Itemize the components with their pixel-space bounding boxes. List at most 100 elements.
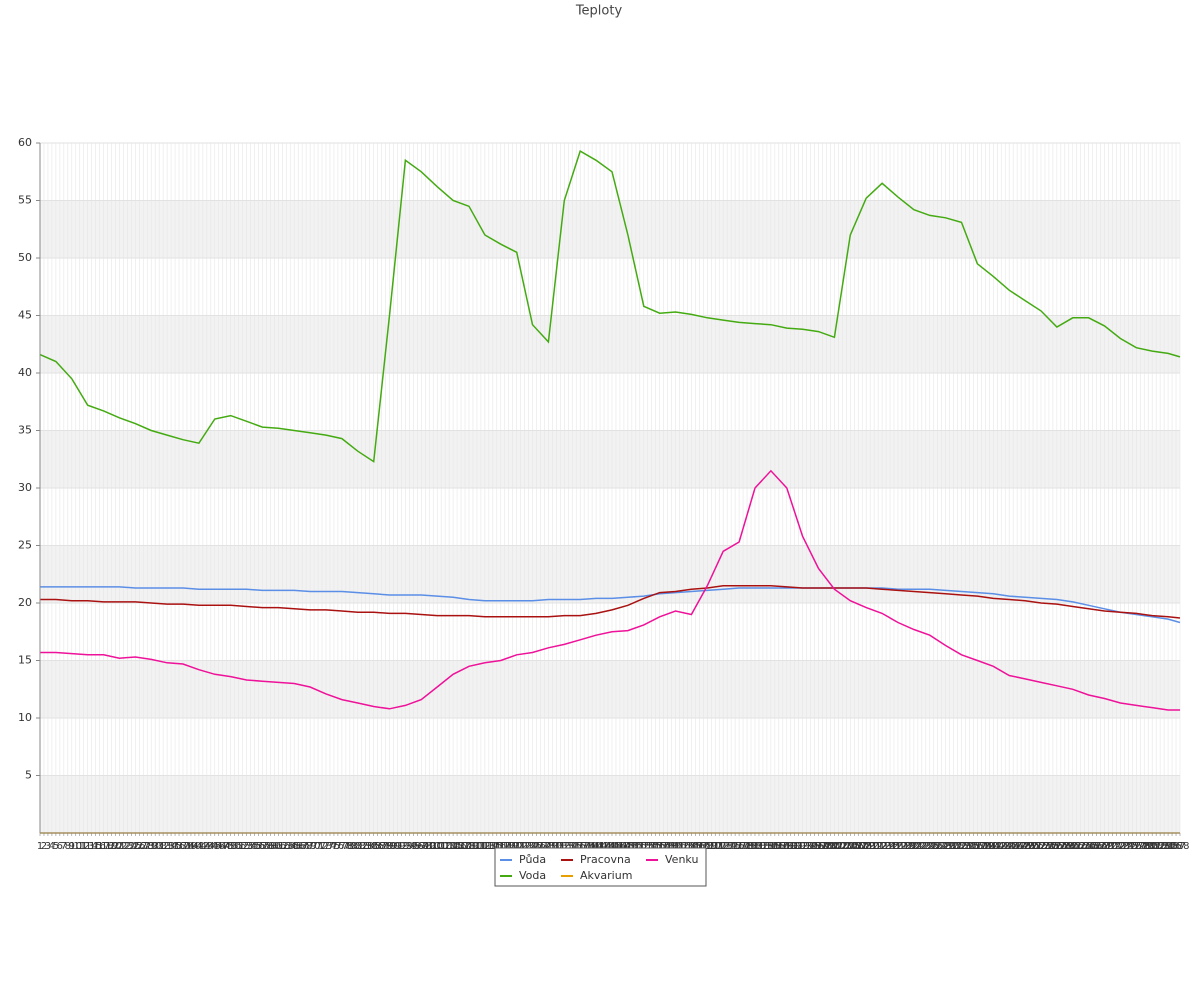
x-tick-label: 130: [543, 841, 562, 852]
x-tick-label: 183: [753, 841, 772, 852]
x-tick-label: 214: [877, 841, 896, 852]
x-tick-label: 147: [610, 841, 629, 852]
x-tick-label: 163: [674, 841, 693, 852]
x-tick-label: 15: [89, 841, 102, 852]
grid-band: [40, 660, 1180, 718]
x-tick-label: 168: [694, 841, 713, 852]
x-tick-label: 70: [308, 841, 321, 852]
x-tick-label: 165: [682, 841, 701, 852]
x-tick-label: 56: [252, 841, 265, 852]
x-tick-label: 253: [1031, 841, 1050, 852]
x-tick-label: 263: [1071, 841, 1090, 852]
x-tick-label: 264: [1075, 841, 1094, 852]
x-tick-label: 92: [395, 841, 408, 852]
legend-label: Venku: [665, 853, 698, 866]
x-tick-label: 93: [399, 841, 412, 852]
x-tick-label: 19: [105, 841, 118, 852]
x-tick-label: 8: [65, 841, 71, 852]
x-tick-label: 237: [968, 841, 987, 852]
x-tick-label: 135: [563, 841, 582, 852]
x-tick-label: 101: [428, 841, 447, 852]
legend-label: Pracovna: [580, 853, 631, 866]
x-tick-label: 258: [1051, 841, 1070, 852]
x-tick-label: 273: [1111, 841, 1130, 852]
y-tick-label: 30: [18, 481, 32, 494]
x-tick-label: 69: [304, 841, 317, 852]
x-tick-label: 120: [503, 841, 522, 852]
x-tick-label: 44: [204, 841, 217, 852]
y-tick-label: 35: [18, 424, 32, 437]
x-tick-label: 64: [284, 841, 297, 852]
x-tick-label: 181: [745, 841, 764, 852]
x-tick-label: 14: [85, 841, 98, 852]
x-tick-label: 114: [479, 841, 498, 852]
x-tick-label: 210: [861, 841, 880, 852]
x-tick-label: 17: [97, 841, 110, 852]
x-tick-label: 137: [571, 841, 590, 852]
x-tick-label: 156: [646, 841, 665, 852]
x-tick-label: 248: [1012, 841, 1031, 852]
x-tick-label: 218: [892, 841, 911, 852]
x-tick-label: 36: [173, 841, 186, 852]
x-tick-label: 81: [351, 841, 364, 852]
x-tick-label: 220: [900, 841, 919, 852]
x-tick-label: 110: [463, 841, 482, 852]
x-tick-label: 144: [598, 841, 617, 852]
x-tick-label: 197: [809, 841, 828, 852]
x-tick-label: 123: [515, 841, 534, 852]
grid-band: [40, 775, 1180, 833]
x-tick-label: 231: [944, 841, 963, 852]
x-tick-label: 4: [49, 841, 55, 852]
series-line: [40, 586, 1181, 624]
x-tick-label: 102: [432, 841, 451, 852]
x-tick-label: 13: [81, 841, 94, 852]
x-tick-label: 240: [980, 841, 999, 852]
y-tick-label: 15: [18, 654, 32, 667]
x-tick-label: 146: [606, 841, 625, 852]
x-tick-label: 78: [339, 841, 352, 852]
x-tick-label: 212: [869, 841, 888, 852]
x-tick-label: 122: [511, 841, 530, 852]
x-tick-label: 225: [920, 841, 939, 852]
x-tick-label: 249: [1016, 841, 1035, 852]
x-tick-label: 187: [769, 841, 788, 852]
x-tick-label: 84: [363, 841, 376, 852]
x-tick-label: 269: [1095, 841, 1114, 852]
x-tick-label: 2: [41, 841, 47, 852]
x-tick-label: 157: [650, 841, 669, 852]
x-tick-label: 247: [1008, 841, 1027, 852]
x-tick-label: 251: [1023, 841, 1042, 852]
x-tick-label: 161: [666, 841, 685, 852]
x-tick-label: 265: [1079, 841, 1098, 852]
x-tick-label: 277: [1127, 841, 1146, 852]
x-tick-label: 60: [268, 841, 281, 852]
x-tick-label: 24: [125, 841, 138, 852]
x-tick-label: 53: [240, 841, 253, 852]
x-tick-label: 274: [1115, 841, 1134, 852]
grid-band: [40, 200, 1180, 258]
series-line: [39, 149, 1181, 463]
x-tick-label: 33: [161, 841, 174, 852]
legend: Půda Voda Pracovna Akvarium Venku: [494, 847, 707, 887]
x-tick-label: 48: [220, 841, 233, 852]
y-grid: [40, 142, 1180, 776]
x-tick-label: 159: [658, 841, 677, 852]
x-tick-label: 153: [634, 841, 653, 852]
y-tick-label: 5: [25, 769, 32, 782]
x-tick-label: 85: [367, 841, 380, 852]
x-tick-label: 266: [1083, 841, 1102, 852]
x-tick-label: 119: [499, 841, 518, 852]
x-tick-label: 198: [813, 841, 832, 852]
x-tick-label: 179: [737, 841, 756, 852]
x-tick-label: 21: [113, 841, 126, 852]
x-tick-label: 268: [1091, 841, 1110, 852]
x-tick-label: 90: [387, 841, 400, 852]
x-tick-label: 11: [73, 841, 86, 852]
x-tick-label: 95: [407, 841, 420, 852]
x-tick-label: 35: [169, 841, 182, 852]
x-tick-label: 257: [1047, 841, 1066, 852]
x-tick-label: 193: [793, 841, 812, 852]
x-tick-label: 94: [403, 841, 416, 852]
x-tick-label: 160: [662, 841, 681, 852]
